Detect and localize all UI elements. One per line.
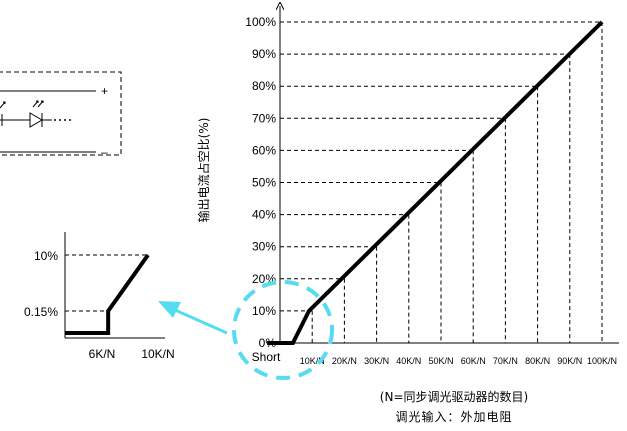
x-tick-label: 100K/N: [587, 356, 617, 366]
x-tick-label: 10K/N: [300, 356, 325, 366]
x-axis-label-line1: (N=同步调光驱动器的数目): [380, 389, 528, 404]
y-tick-label: 70%: [252, 111, 276, 125]
y-tick-label: 60%: [252, 143, 276, 157]
y-tick-label: 40%: [252, 208, 276, 222]
inset-x-tick-10k: 10K/N: [141, 347, 174, 361]
zoom-arrow-head-icon: [158, 301, 181, 318]
schematic-dashed-box: [0, 71, 122, 156]
led-diode-icon: [29, 112, 43, 128]
led-schematic: + –: [0, 71, 122, 159]
inset-chart: 10% 0.15% 6K/N 10K/N: [24, 232, 175, 361]
y-tick-label: 50%: [252, 176, 276, 190]
inset-y-tick-10: 10%: [34, 249, 58, 263]
inset-x-tick-6k: 6K/N: [89, 347, 116, 361]
x-tick-label: Short: [252, 350, 281, 364]
zoom-arrow-shaft: [174, 308, 228, 335]
led-light-arrow-icon: [0, 101, 6, 109]
main-chart: 0%10%20%30%40%50%60%70%80%90%100% Short 1…: [196, 6, 619, 424]
y-axis-label: 输出电流占空比(%): [196, 118, 211, 223]
zoom-highlight-circle: [232, 280, 334, 380]
inset-grid: [65, 254, 148, 312]
y-tick-labels: 0%10%20%30%40%50%60%70%80%90%100%: [245, 15, 276, 350]
x-tick-label: 60K/N: [461, 356, 486, 366]
x-tick-label: 40K/N: [396, 356, 421, 366]
zoom-callout: [158, 280, 334, 380]
inset-series-line: [65, 253, 150, 335]
schematic-minus-label: –: [101, 145, 108, 159]
y-tick-label: 10%: [252, 304, 276, 318]
schematic-plus-label: +: [101, 84, 108, 98]
x-axis-label-line2: 调光输入：外加电阻: [395, 409, 512, 424]
series-line: [267, 20, 604, 345]
x-tick-label: 50K/N: [428, 356, 453, 366]
inset-y-tick-015: 0.15%: [24, 305, 58, 319]
y-tick-label: 90%: [252, 47, 276, 61]
y-tick-label: 80%: [252, 79, 276, 93]
y-tick-label: 100%: [245, 15, 276, 29]
x-tick-label: 70K/N: [493, 356, 518, 366]
x-tick-labels: Short 10K/N 20K/N 30K/N 40K/N 50K/N 60K/N 70K/N…: [252, 350, 617, 366]
main-grid: [280, 21, 603, 343]
x-tick-label: 90K/N: [557, 356, 582, 366]
x-tick-label: 30K/N: [364, 356, 389, 366]
led-light-arrows-icon: [32, 100, 44, 108]
x-tick-label: 20K/N: [332, 356, 357, 366]
x-tick-label: 80K/N: [525, 356, 550, 366]
y-tick-label: 30%: [252, 240, 276, 254]
